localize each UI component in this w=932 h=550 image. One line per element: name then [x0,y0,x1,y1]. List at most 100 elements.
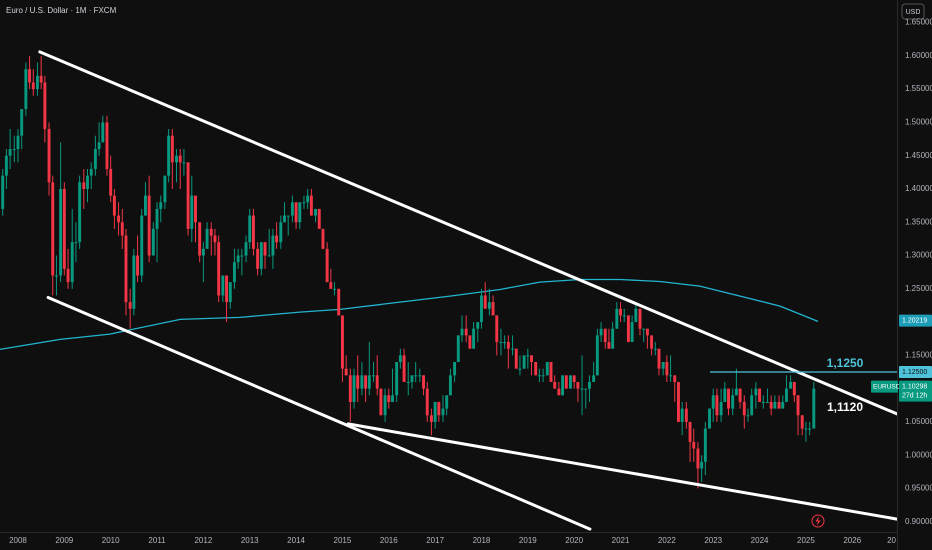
candle-body [74,242,78,244]
candle-body [595,335,599,376]
candle-body [306,195,310,203]
candle-body [35,75,39,90]
ma-price-label: 1.20219 [902,317,927,324]
candle-body [789,381,793,389]
candle-body [47,129,51,183]
candle-body [348,375,352,402]
candle-body [630,322,634,343]
candle-body [541,375,545,377]
x-tick-label: 2015 [334,536,352,545]
candle-body [622,315,626,317]
candle-body [356,375,360,389]
candle-body [626,315,630,343]
candle-body [86,175,89,189]
trend-line [46,295,592,531]
candle-body [653,348,657,350]
candle-body [302,202,306,204]
candle-body [572,375,576,382]
candle-body [684,408,688,422]
candle-body [82,182,86,189]
candle-body [615,308,619,329]
candle-body [352,375,356,402]
candle-body [190,195,194,229]
candle-body [314,208,318,216]
candle-body [468,335,472,349]
candle-body [611,328,615,349]
candle-body [51,182,55,276]
candle-body [360,375,364,389]
candle-body [31,82,35,90]
candle-body [437,401,441,416]
candle-body [236,255,240,263]
candle-body [16,135,20,150]
candle-body [800,415,804,429]
y-tick-label: 1.55000 [905,84,932,93]
candle-body [329,282,333,289]
level-label: 1,1250 [827,356,864,370]
candle-body [4,155,8,176]
candle-body [109,168,113,196]
candle-body [317,208,321,229]
annotation: 1,1120 [827,400,863,414]
candle-body [391,395,394,402]
candle-body [151,228,155,256]
candle-body [584,388,588,390]
candle-body [808,428,812,430]
x-tick-label: 2023 [704,536,722,545]
candle-body [1,175,5,209]
candle-body [773,401,777,409]
candle-body [39,75,43,83]
candle-body [175,155,178,163]
candle-body [112,195,116,216]
candle-body [147,195,151,256]
candle-body [692,441,696,449]
candle-body [792,381,796,396]
x-tick-label: 2016 [380,536,398,545]
x-tick-label: 2021 [612,536,630,545]
currency-button[interactable] [901,3,925,20]
candle-body [286,215,290,217]
candle-body [143,195,147,216]
candle-body [232,262,236,283]
candle-body [549,362,553,382]
candle-body [344,368,348,376]
y-tick-label: 1.05000 [905,417,932,426]
candle-body [283,215,286,223]
candle-body [66,268,70,283]
candle-body [209,228,213,236]
candle-body [673,375,677,382]
candle-body [711,395,715,409]
candle-body [364,375,368,389]
candle-body [534,362,538,376]
alert-icon[interactable] [811,514,825,528]
candle-body [294,202,298,223]
candle-body [472,328,476,349]
candle-body [225,275,229,303]
candle-body [464,328,468,336]
candle-body [387,395,391,402]
candle-body [422,375,426,389]
candle-body [290,202,294,216]
candle-body [530,355,533,363]
x-tick-label: 2010 [102,536,120,545]
candle-body [453,362,457,376]
candle-body [723,388,727,402]
candle-body [738,388,742,402]
candle-body [105,122,109,169]
candle-body [580,388,584,390]
candle-body [298,202,302,223]
ma-price-box [899,314,932,327]
currency-label[interactable]: USD [906,9,921,16]
candle-body [719,401,723,416]
y-tick-label: 1.60000 [905,51,932,60]
candle-body [511,348,514,350]
candle-body [372,375,375,377]
candle-body [561,375,565,396]
candle-body [128,302,132,309]
candle-body [182,162,186,164]
candle-body [495,315,499,343]
candle-body [731,395,735,409]
last-price-box [899,380,932,402]
candle-body [267,255,271,257]
